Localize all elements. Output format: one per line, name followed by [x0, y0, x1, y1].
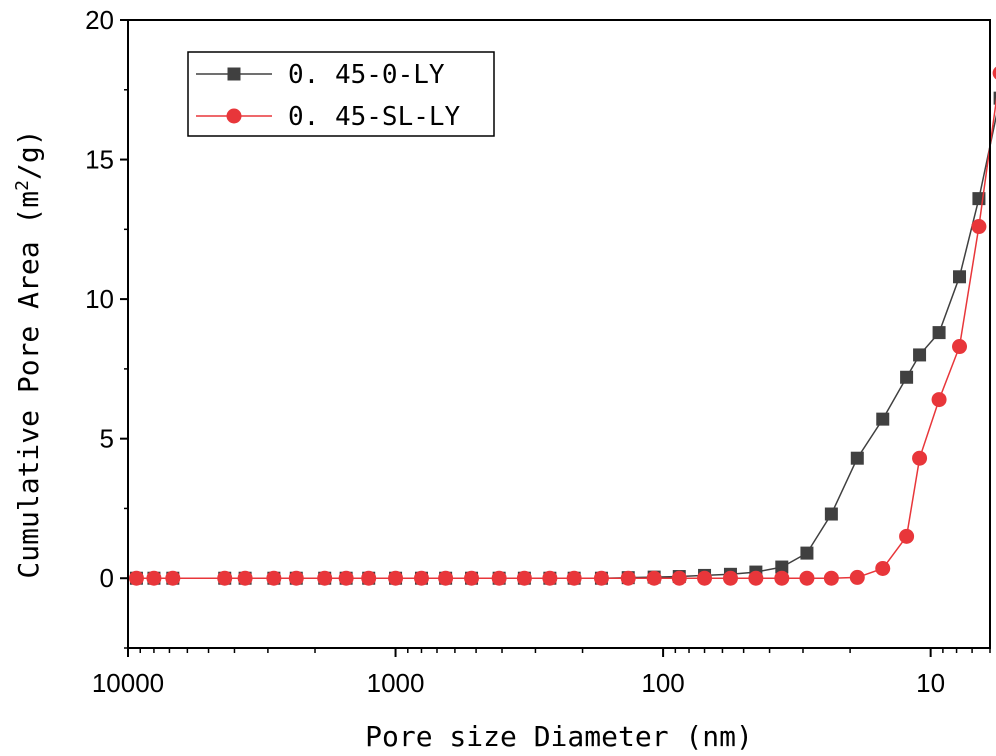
y-tick-label: 15	[85, 145, 114, 175]
data-point	[438, 570, 454, 586]
legend-items: 0. 45-0-LY 0. 45-SL-LY	[196, 60, 461, 132]
data-point	[774, 570, 790, 586]
data-point	[593, 570, 609, 586]
y-tick-label: 20	[85, 5, 114, 35]
plot-frame	[127, 19, 991, 649]
data-point	[338, 570, 354, 586]
x-tick-label: 10000	[92, 668, 164, 698]
series-line	[136, 97, 996, 579]
data-point	[993, 91, 996, 105]
legend-marker	[226, 108, 242, 124]
data-point	[288, 570, 304, 586]
data-point	[491, 570, 507, 586]
legend-box	[187, 51, 495, 137]
legend-item: 0. 45-SL-LY	[196, 102, 461, 132]
data-point	[849, 569, 865, 585]
data-point	[824, 507, 838, 521]
y-axis-title-suffix: /g)	[12, 129, 45, 180]
data-point	[217, 570, 233, 586]
data-point	[128, 570, 144, 586]
data-point	[388, 570, 404, 586]
data-point	[912, 450, 928, 466]
legend-marker	[227, 67, 241, 81]
data-point	[952, 339, 968, 355]
data-point	[931, 392, 947, 408]
legend: 0. 45-0-LY 0. 45-SL-LY	[187, 51, 495, 137]
data-point	[775, 560, 789, 574]
y-tick-label: 0	[100, 563, 114, 593]
data-point	[992, 66, 996, 80]
data-point	[542, 570, 558, 586]
y-axis-title-superscript: 2	[12, 180, 33, 191]
x-tick-label: 10	[916, 668, 945, 698]
data-point	[823, 570, 839, 586]
data-point	[146, 570, 162, 586]
data-point	[464, 570, 480, 586]
series-1	[129, 91, 996, 585]
data-point	[876, 412, 890, 426]
data-point	[361, 570, 377, 586]
y-axis-title: Cumulative Pore Area (m2/g)	[12, 129, 45, 578]
y-axis-title-prefix: Cumulative Pore Area (m	[12, 191, 45, 579]
data-point	[646, 570, 662, 586]
legend-label: 0. 45-SL-LY	[288, 102, 461, 132]
x-tick-label: 1000	[367, 668, 425, 698]
data-point	[800, 546, 814, 560]
series-line	[136, 113, 996, 579]
data-point	[850, 451, 864, 465]
legend-label: 0. 45-0-LY	[288, 60, 445, 90]
x-axis-title: Pore size Diameter (nm)	[365, 720, 753, 753]
data-point	[913, 348, 927, 362]
data-point	[899, 528, 915, 544]
series-2	[128, 66, 996, 586]
data-point	[722, 570, 738, 586]
data-point	[237, 570, 253, 586]
data-point	[953, 270, 967, 284]
data-point	[671, 570, 687, 586]
x-tick-label: 100	[641, 668, 684, 698]
data-point	[413, 570, 429, 586]
data-point	[620, 570, 636, 586]
data-point	[165, 570, 181, 586]
y-tick-label: 5	[100, 424, 114, 454]
data-point	[932, 326, 946, 340]
data-point	[697, 570, 713, 586]
legend-item: 0. 45-0-LY	[196, 60, 445, 90]
data-point	[971, 219, 987, 235]
chart-axes: 0 5 10 15 20 10000 1000 100 10	[85, 5, 991, 698]
data-point	[317, 570, 333, 586]
data-point	[266, 570, 282, 586]
data-point	[748, 570, 764, 586]
data-point	[516, 570, 532, 586]
data-point	[900, 370, 914, 384]
chart-series	[128, 66, 996, 586]
data-point	[566, 570, 582, 586]
y-tick-label: 10	[85, 284, 114, 314]
data-point	[875, 560, 891, 576]
data-point	[799, 570, 815, 586]
